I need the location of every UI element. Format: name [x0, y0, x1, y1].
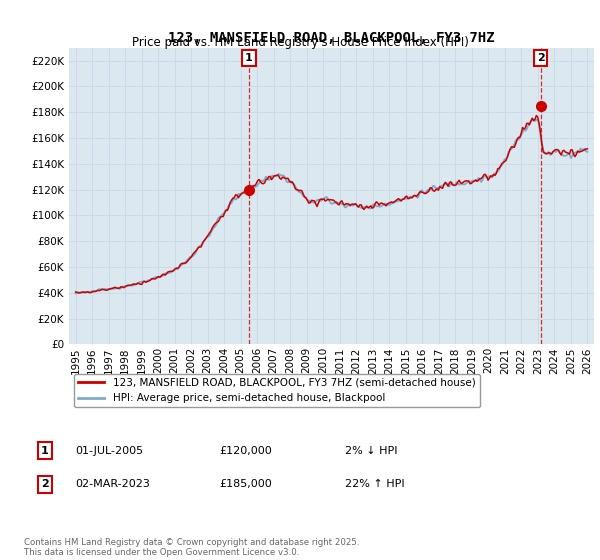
Title: 123, MANSFIELD ROAD, BLACKPOOL, FY3 7HZ: 123, MANSFIELD ROAD, BLACKPOOL, FY3 7HZ — [168, 31, 495, 45]
Text: 2: 2 — [537, 53, 545, 63]
Text: 1: 1 — [41, 446, 49, 456]
Legend: 123, MANSFIELD ROAD, BLACKPOOL, FY3 7HZ (semi-detached house), HPI: Average pric: 123, MANSFIELD ROAD, BLACKPOOL, FY3 7HZ … — [74, 374, 479, 407]
Text: 2: 2 — [41, 479, 49, 489]
Text: £120,000: £120,000 — [219, 446, 272, 456]
Text: 22% ↑ HPI: 22% ↑ HPI — [345, 479, 404, 489]
Text: Price paid vs. HM Land Registry's House Price Index (HPI): Price paid vs. HM Land Registry's House … — [131, 36, 469, 49]
Text: 1: 1 — [245, 53, 253, 63]
Text: 02-MAR-2023: 02-MAR-2023 — [75, 479, 150, 489]
Text: 2% ↓ HPI: 2% ↓ HPI — [345, 446, 398, 456]
Text: Contains HM Land Registry data © Crown copyright and database right 2025.
This d: Contains HM Land Registry data © Crown c… — [24, 538, 359, 557]
Text: £185,000: £185,000 — [219, 479, 272, 489]
Text: 01-JUL-2005: 01-JUL-2005 — [75, 446, 143, 456]
